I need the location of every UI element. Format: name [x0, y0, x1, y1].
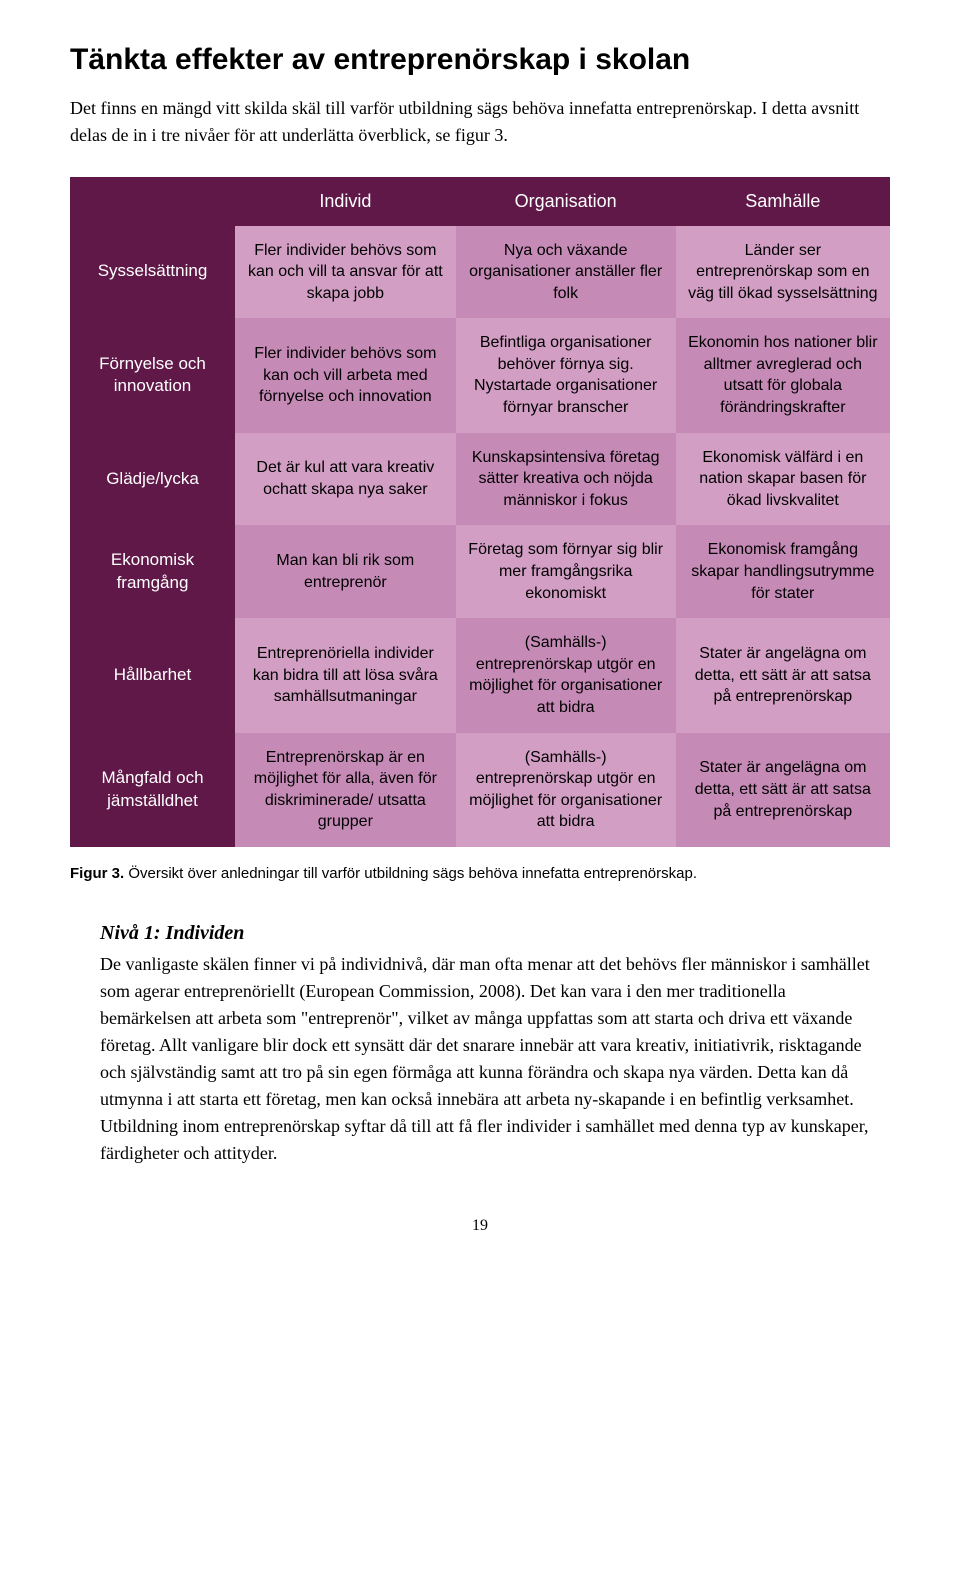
- row-label: Förnyelse och innovation: [70, 318, 235, 432]
- table-cell: Entreprenöriella individer kan bidra til…: [235, 618, 456, 732]
- table-cell: Fler individer behövs som kan och vill t…: [235, 226, 456, 319]
- col-header-samhalle: Samhälle: [676, 177, 890, 226]
- table-row: Ekonomisk framgång Man kan bli rik som e…: [70, 525, 890, 618]
- table-cell: Stater är angelägna om detta, ett sätt ä…: [676, 733, 890, 847]
- body-paragraph: De vanligaste skälen finner vi på indivi…: [100, 951, 880, 1167]
- page-number: 19: [70, 1217, 890, 1235]
- table-cell: Ekonomisk framgång skapar handlingsutrym…: [676, 525, 890, 618]
- table-cell: Företag som förnyar sig blir mer framgån…: [456, 525, 676, 618]
- table-cell: Entreprenörskap är en möjlighet för alla…: [235, 733, 456, 847]
- table-row: Mångfald och jämställdhet Entreprenörska…: [70, 733, 890, 847]
- table-cell: (Samhälls-) entreprenörskap utgör en möj…: [456, 618, 676, 732]
- figure-caption-text: Översikt över anledningar till varför ut…: [124, 865, 697, 882]
- col-header-organisation: Organisation: [456, 177, 676, 226]
- figure-label: Figur 3.: [70, 865, 124, 882]
- section-subhead: Nivå 1: Individen: [100, 922, 890, 945]
- figure-caption: Figur 3. Översikt över anledningar till …: [70, 865, 890, 882]
- row-label: Glädje/lycka: [70, 433, 235, 526]
- row-label: Ekonomisk framgång: [70, 525, 235, 618]
- row-label: Mångfald och jämställdhet: [70, 733, 235, 847]
- table-corner-cell: [70, 177, 235, 226]
- table-cell: Ekonomin hos nationer blir alltmer avreg…: [676, 318, 890, 432]
- table-cell: Man kan bli rik som entreprenör: [235, 525, 456, 618]
- row-label: Hållbarhet: [70, 618, 235, 732]
- table-cell: Länder ser entreprenörskap som en väg ti…: [676, 226, 890, 319]
- row-label: Sysselsättning: [70, 226, 235, 319]
- table-cell: Nya och växande organisationer anställer…: [456, 226, 676, 319]
- intro-paragraph: Det finns en mängd vitt skilda skäl till…: [70, 95, 890, 149]
- table-row: Sysselsättning Fler individer behövs som…: [70, 226, 890, 319]
- table-row: Glädje/lycka Det är kul att vara kreativ…: [70, 433, 890, 526]
- table-header-row: Individ Organisation Samhälle: [70, 177, 890, 226]
- table-row: Förnyelse och innovation Fler individer …: [70, 318, 890, 432]
- table-cell: (Samhälls-) entreprenörskap utgör en möj…: [456, 733, 676, 847]
- table-cell: Stater är angelägna om detta, ett sätt ä…: [676, 618, 890, 732]
- table-row: Hållbarhet Entreprenöriella individer ka…: [70, 618, 890, 732]
- table-cell: Ekonomisk välfärd i en nation skapar bas…: [676, 433, 890, 526]
- table-cell: Fler individer behövs som kan och vill a…: [235, 318, 456, 432]
- effects-table: Individ Organisation Samhälle Sysselsätt…: [70, 177, 890, 847]
- col-header-individ: Individ: [235, 177, 456, 226]
- table-cell: Befintliga organisationer behöver förnya…: [456, 318, 676, 432]
- table-cell: Kunskapsintensiva företag sätter kreativ…: [456, 433, 676, 526]
- table-cell: Det är kul att vara kreativ ochatt skapa…: [235, 433, 456, 526]
- page-heading: Tänkta effekter av entreprenörskap i sko…: [70, 40, 890, 81]
